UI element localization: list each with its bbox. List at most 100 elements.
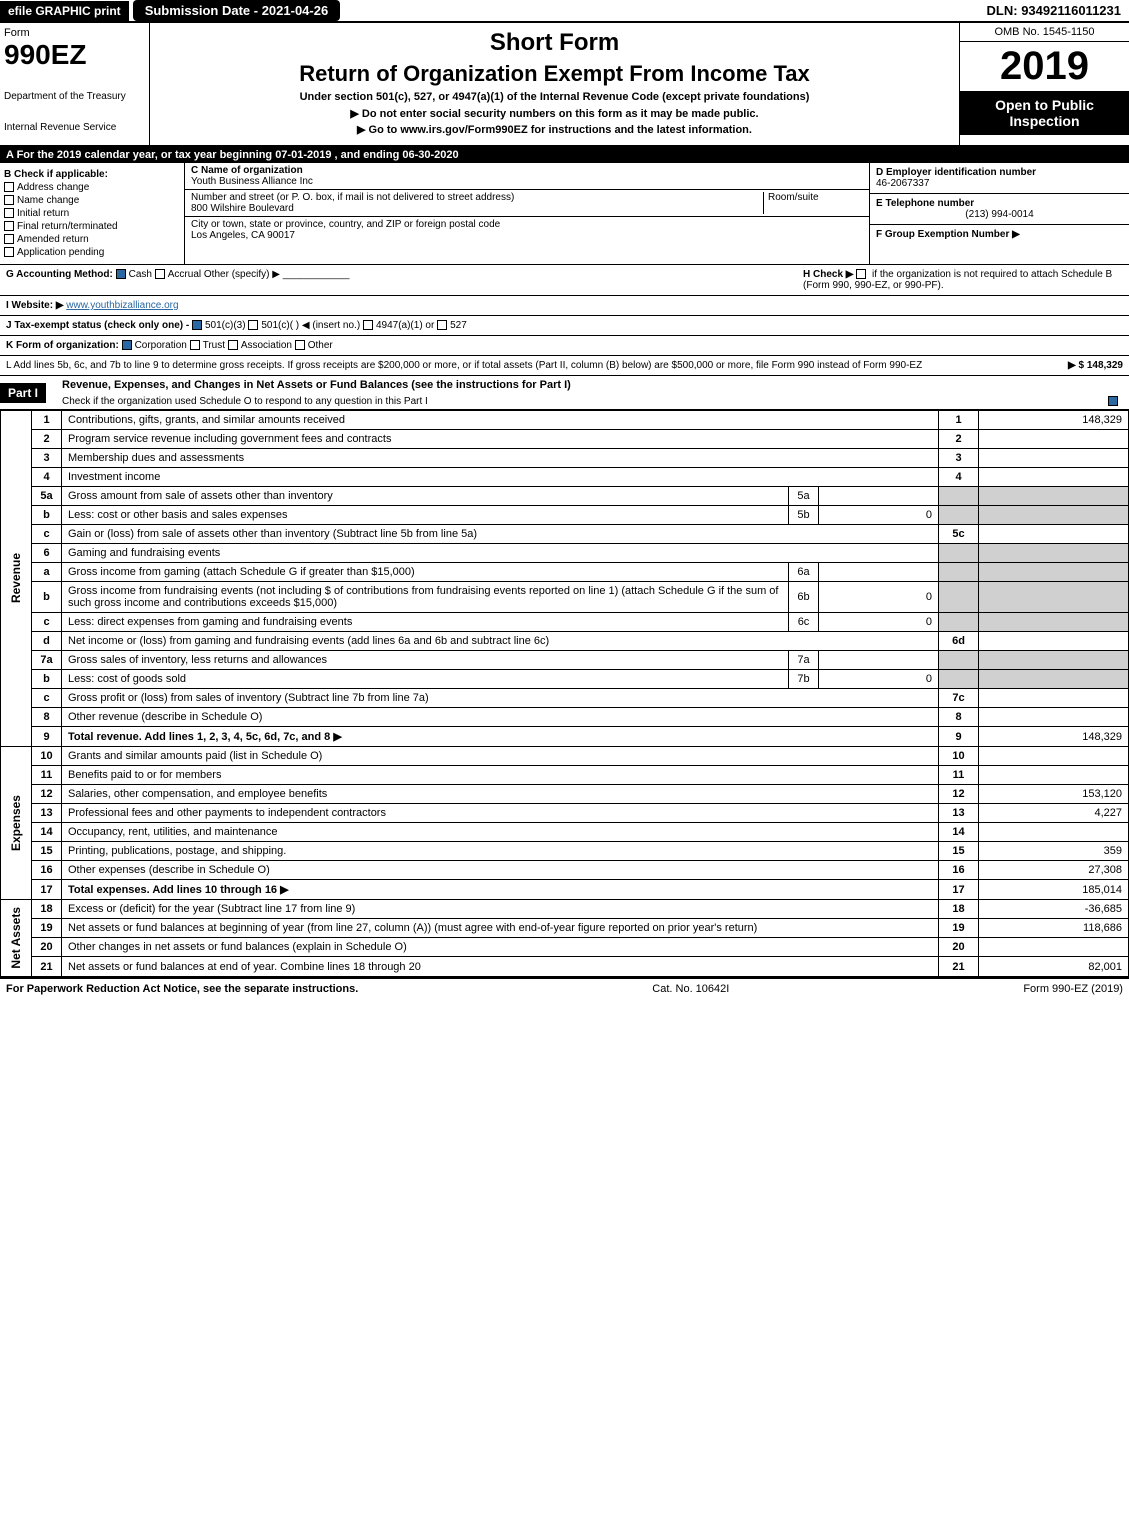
section-a: A For the 2019 calendar year, or tax yea… [0,147,1129,163]
table-row: 20Other changes in net assets or fund ba… [1,938,1129,957]
footer-right: Form 990-EZ (2019) [1023,983,1123,995]
table-row: cGain or (loss) from sale of assets othe… [1,525,1129,544]
table-row: bLess: cost of goods sold7b0 [1,670,1129,689]
ein-value: 46-2067337 [876,178,1123,189]
expenses-label: Expenses [7,791,25,855]
form-header: Form 990EZ Department of the Treasury In… [0,23,1129,147]
section-j: J Tax-exempt status (check only one) - 5… [0,316,1129,336]
dln: DLN: 93492116011231 [979,0,1129,21]
table-row: 15Printing, publications, postage, and s… [1,842,1129,861]
org-name: Youth Business Alliance Inc [191,176,863,187]
part1-header: Part I Revenue, Expenses, and Changes in… [0,376,1129,410]
table-row: 8Other revenue (describe in Schedule O)8 [1,708,1129,727]
table-row: 11Benefits paid to or for members11 [1,766,1129,785]
table-row: 9Total revenue. Add lines 1, 2, 3, 4, 5c… [1,727,1129,747]
city-value: Los Angeles, CA 90017 [191,230,500,241]
table-row: 16Other expenses (describe in Schedule O… [1,861,1129,880]
accrual-checkbox[interactable] [155,269,165,279]
table-row: Revenue 1Contributions, gifts, grants, a… [1,411,1129,430]
table-row: 13Professional fees and other payments t… [1,804,1129,823]
tax-year: 2019 [960,42,1129,91]
header-center: Short Form Return of Organization Exempt… [150,23,959,145]
tax-exempt-label: J Tax-exempt status (check only one) - [6,320,189,331]
4947-checkbox[interactable] [363,320,373,330]
part1-check: Check if the organization used Schedule … [54,394,1129,409]
table-row: dNet income or (loss) from gaming and fu… [1,632,1129,651]
header-left: Form 990EZ Department of the Treasury In… [0,23,150,145]
table-row: bLess: cost or other basis and sales exp… [1,506,1129,525]
footer-center: Cat. No. 10642I [652,983,729,995]
table-row: 19Net assets or fund balances at beginni… [1,919,1129,938]
footer: For Paperwork Reduction Act Notice, see … [0,977,1129,999]
l-amount: ▶ $ 148,329 [1068,360,1123,371]
table-row: 12Salaries, other compensation, and empl… [1,785,1129,804]
check-initial-return[interactable]: Initial return [4,208,180,219]
city-label: City or town, state or province, country… [191,219,500,230]
501c-checkbox[interactable] [248,320,258,330]
info-right: D Employer identification number 46-2067… [869,163,1129,264]
check-amended-return[interactable]: Amended return [4,234,180,245]
check-final-return[interactable]: Final return/terminated [4,221,180,232]
table-row: 7aGross sales of inventory, less returns… [1,651,1129,670]
irs-label: Internal Revenue Service [4,122,145,133]
section-b-title: B Check if applicable: [4,169,180,180]
table-row: aGross income from gaming (attach Schedu… [1,563,1129,582]
table-row: 3Membership dues and assessments3 [1,449,1129,468]
table-row: 6Gaming and fundraising events [1,544,1129,563]
top-bar: efile GRAPHIC print Submission Date - 20… [0,0,1129,23]
l-text: L Add lines 5b, 6c, and 7b to line 9 to … [6,360,922,371]
header-right: OMB No. 1545-1150 2019 Open to Public In… [959,23,1129,145]
table-row: Expenses 10Grants and similar amounts pa… [1,747,1129,766]
table-row: 2Program service revenue including gover… [1,430,1129,449]
table-row: cGross profit or (loss) from sales of in… [1,689,1129,708]
schedule-b-checkbox[interactable] [856,269,866,279]
open-public: Open to Public Inspection [960,91,1129,135]
trust-checkbox[interactable] [190,340,200,350]
ein-label: D Employer identification number [876,167,1123,178]
group-exemption-label: F Group Exemption Number ▶ [876,229,1123,240]
phone-label: E Telephone number [876,198,1123,209]
section-g-h: G Accounting Method: Cash Accrual Other … [0,265,1129,296]
efile-label[interactable]: efile GRAPHIC print [0,1,129,21]
short-form-title: Short Form [156,29,953,57]
revenue-label: Revenue [7,549,25,607]
under-section: Under section 501(c), 527, or 4947(a)(1)… [156,91,953,103]
cash-checkbox[interactable] [116,269,126,279]
accounting-label: G Accounting Method: [6,269,113,280]
schedule-o-checkbox[interactable] [1108,396,1118,406]
corp-checkbox[interactable] [122,340,132,350]
other-checkbox[interactable] [295,340,305,350]
section-b: B Check if applicable: Address change Na… [0,163,185,264]
form-number: 990EZ [4,39,145,71]
footer-left: For Paperwork Reduction Act Notice, see … [6,983,358,995]
form-org-label: K Form of organization: [6,340,119,351]
part1-title: Revenue, Expenses, and Changes in Net As… [54,376,1129,394]
form-label: Form [4,27,145,39]
info-grid: B Check if applicable: Address change Na… [0,163,1129,265]
check-address-change[interactable]: Address change [4,182,180,193]
street-address: 800 Wilshire Boulevard [191,203,763,214]
table-row: 17Total expenses. Add lines 10 through 1… [1,880,1129,900]
omb-number: OMB No. 1545-1150 [960,23,1129,42]
street-label: Number and street (or P. O. box, if mail… [191,192,763,203]
dept-treasury: Department of the Treasury [4,91,145,102]
501c3-checkbox[interactable] [192,320,202,330]
section-c: C Name of organization Youth Business Al… [185,163,869,264]
revenue-table: Revenue 1Contributions, gifts, grants, a… [0,410,1129,977]
section-i: I Website: ▶ www.youthbizalliance.org [0,296,1129,316]
assoc-checkbox[interactable] [228,340,238,350]
section-l: L Add lines 5b, 6c, and 7b to line 9 to … [0,356,1129,376]
table-row: bGross income from fundraising events (n… [1,582,1129,613]
website-value[interactable]: www.youthbizalliance.org [66,300,178,311]
table-row: 5aGross amount from sale of assets other… [1,487,1129,506]
check-application-pending[interactable]: Application pending [4,247,180,258]
check-name-change[interactable]: Name change [4,195,180,206]
table-row: 4Investment income4 [1,468,1129,487]
table-row: Net Assets 18Excess or (deficit) for the… [1,900,1129,919]
table-row: 21Net assets or fund balances at end of … [1,957,1129,976]
website-label: I Website: ▶ [6,300,64,311]
527-checkbox[interactable] [437,320,447,330]
h-label: H Check ▶ [803,269,853,280]
goto-instruction: ▶ Go to www.irs.gov/Form990EZ for instru… [156,123,953,136]
section-k: K Form of organization: Corporation Trus… [0,336,1129,356]
